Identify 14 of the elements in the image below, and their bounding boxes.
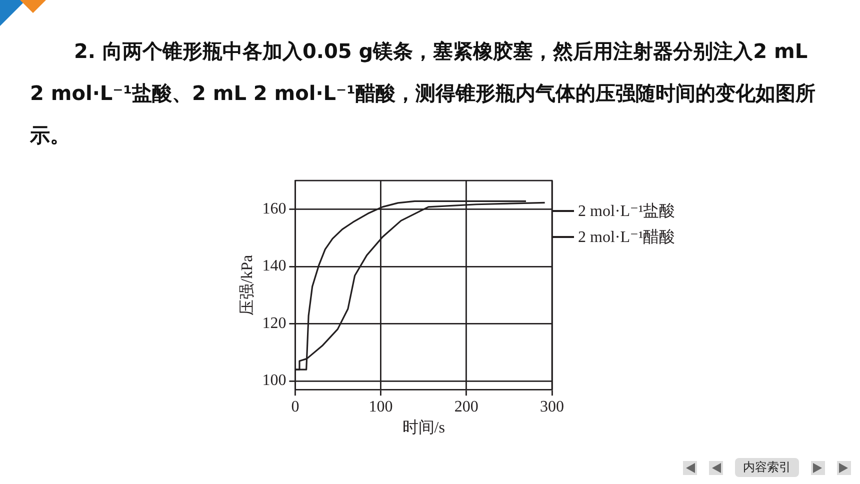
x-tick-label: 200: [454, 398, 478, 416]
legend-label: 2 mol·L⁻¹醋酸: [578, 228, 676, 248]
legend-label: 2 mol·L⁻¹盐酸: [578, 202, 676, 222]
x-tick-label: 100: [368, 398, 393, 416]
x-tick-label: 0: [291, 398, 300, 416]
text: 内容索引: [735, 458, 799, 477]
y-tick-label: 140: [262, 258, 286, 275]
x-axis-title: 时间/s: [402, 418, 445, 437]
x-tick-label: 300: [540, 398, 564, 416]
chart-title: 2. 向两个锥形瓶中各加入0.05 g镁条，塞紧橡胶塞，然后用注射器分别注入2 mL 2 mol·L⁻¹盐酸、2 mL 2 mol·L⁻¹醋酸，测得锥形瓶内气体的压强随时间的变化如图所示。: [30, 38, 816, 149]
y-tick-label: 100: [262, 372, 286, 390]
y-tick-label: 120: [262, 314, 286, 332]
y-tick-label: 160: [262, 200, 286, 218]
y-axis-title: 压强/kPa: [238, 254, 256, 316]
